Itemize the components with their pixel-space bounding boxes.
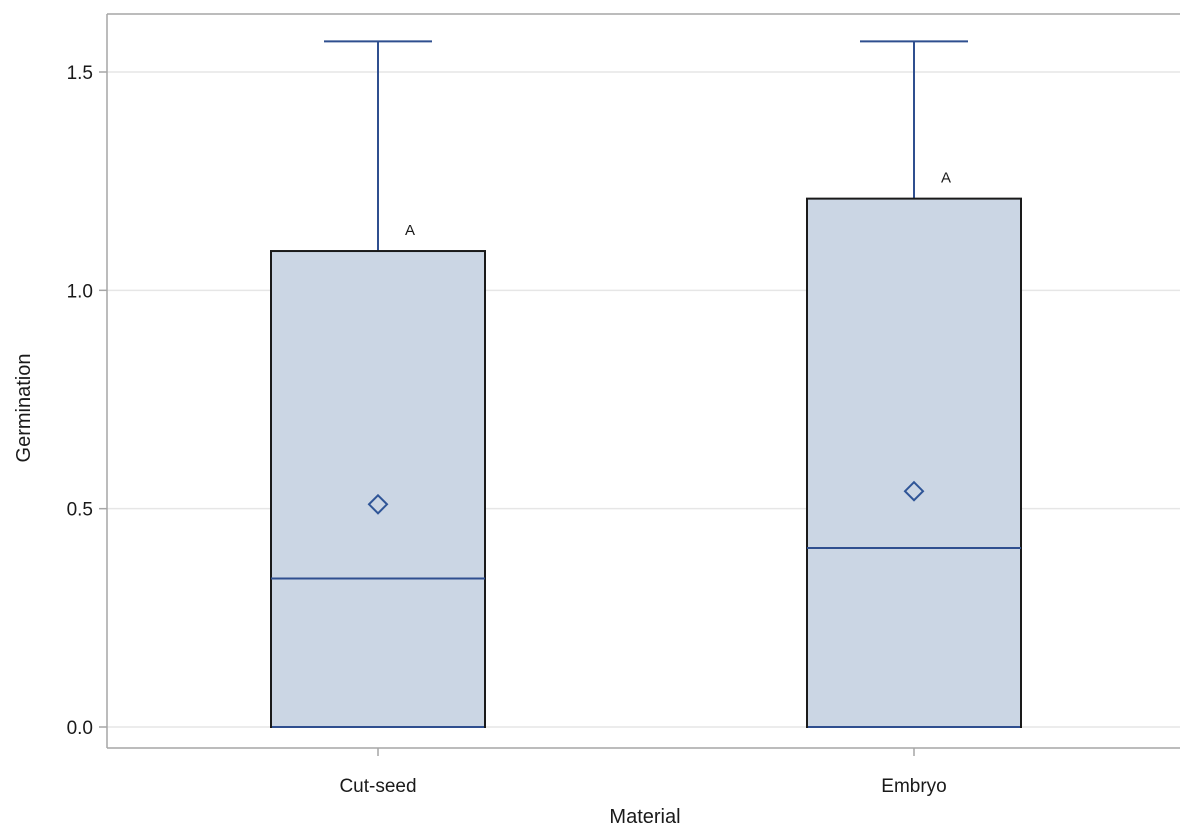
group-letter-label: A bbox=[941, 170, 951, 187]
box-iqr bbox=[806, 197, 1022, 728]
x-tick-label: Embryo bbox=[881, 776, 946, 797]
x-tick-label: Cut-seed bbox=[339, 776, 416, 797]
y-axis-label: Germination bbox=[13, 354, 35, 463]
x-axis-label: Material bbox=[609, 806, 680, 828]
y-tick-label: 1.0 bbox=[67, 281, 93, 302]
y-tick-label: 0.0 bbox=[67, 718, 93, 739]
axes: 0.0 0.5 1.0 1.5 Cut-seed Embryo bbox=[67, 13, 1180, 797]
boxes: AA bbox=[270, 40, 1022, 729]
box-iqr bbox=[270, 250, 486, 729]
y-tick-label: 1.5 bbox=[67, 63, 93, 84]
mean-marker bbox=[903, 480, 925, 502]
mean-marker bbox=[367, 493, 389, 515]
group-letter-label: A bbox=[405, 222, 415, 239]
box-cut-seed: A bbox=[270, 40, 486, 729]
y-tick-label: 0.5 bbox=[67, 500, 93, 521]
box-embryo: A bbox=[806, 40, 1022, 728]
